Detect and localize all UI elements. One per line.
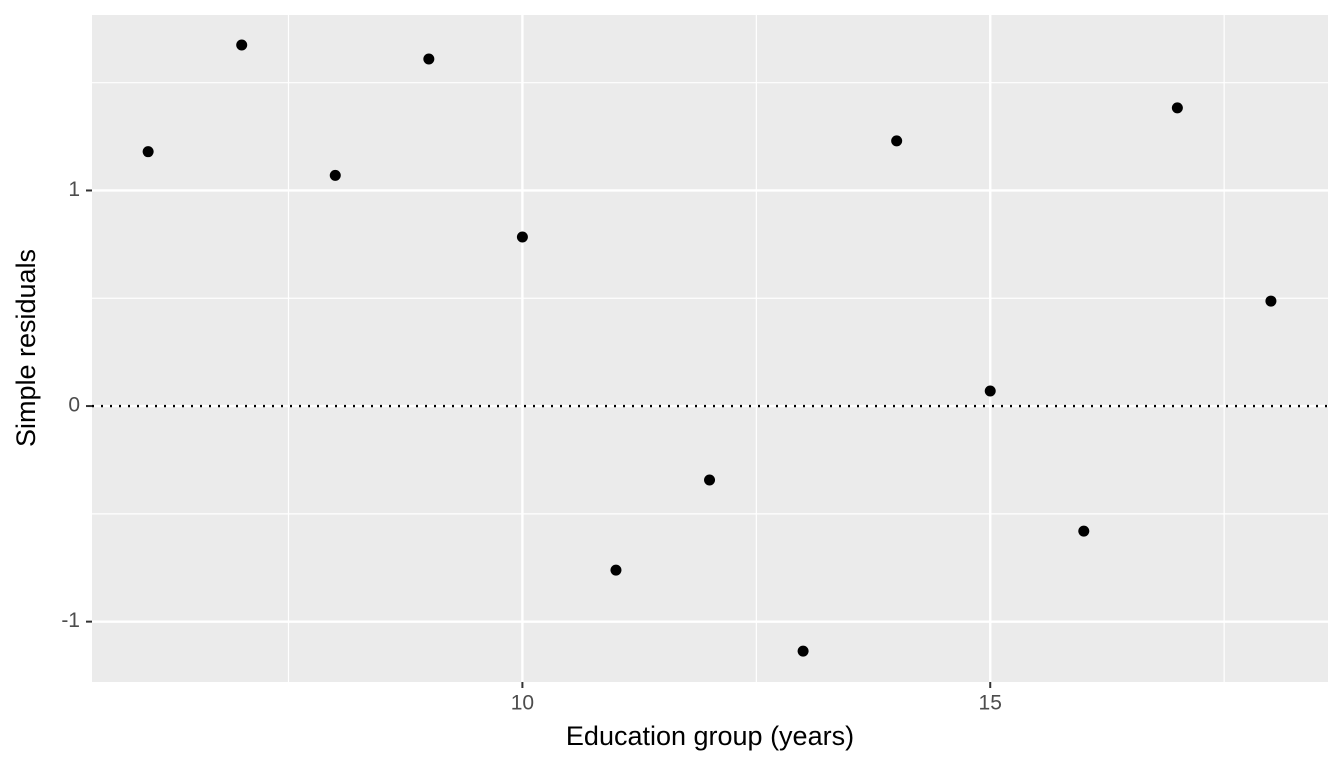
point — [704, 474, 716, 486]
y-tick-label: 1 — [68, 178, 80, 201]
point — [1265, 295, 1277, 307]
point — [423, 53, 435, 65]
x-axis-title: Education group (years) — [566, 721, 854, 751]
panel — [92, 15, 1328, 682]
x-tick-label: 10 — [511, 692, 534, 715]
point — [891, 135, 903, 147]
point — [329, 169, 341, 181]
y-axis-title: Simple residuals — [11, 249, 41, 447]
y-tick-label: 0 — [68, 394, 80, 417]
point — [516, 231, 528, 243]
point — [142, 146, 154, 158]
marks — [92, 39, 1328, 657]
point — [236, 39, 248, 51]
grid — [92, 15, 1328, 682]
x-tick-label: 15 — [979, 692, 1002, 715]
point — [984, 385, 996, 397]
point — [1078, 525, 1090, 537]
point — [1171, 102, 1183, 114]
point — [610, 564, 622, 576]
y-tick-label: -1 — [61, 609, 80, 632]
point — [797, 645, 809, 657]
